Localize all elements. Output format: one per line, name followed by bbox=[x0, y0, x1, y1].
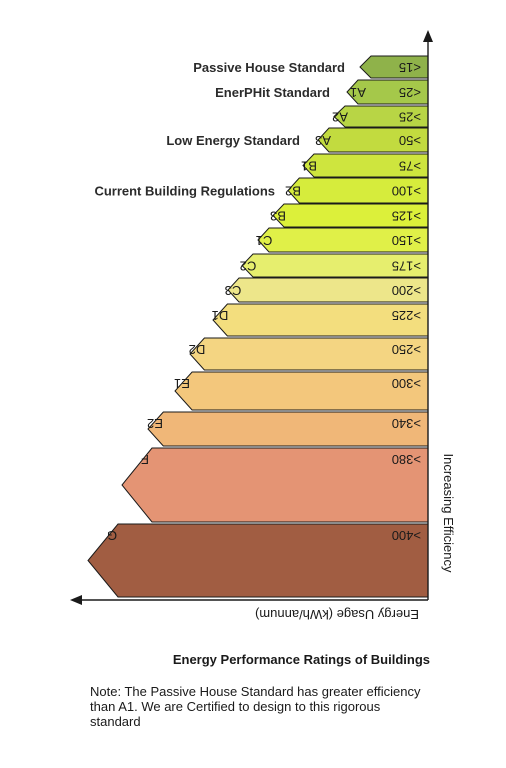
rating-band: >100 B2 bbox=[285, 177, 429, 204]
band-value: >250 bbox=[392, 342, 421, 357]
rating-bands: <15 <25 A1 >25 A2 >50 A3 >75 B1 >100 B2 >125 B3 >150 C… bbox=[87, 55, 429, 598]
y-axis-label: Increasing Efficiency bbox=[441, 454, 456, 573]
standard-labels: Passive House Standard EnerPHit Standard L… bbox=[94, 60, 345, 199]
standard-label: Low Energy Standard bbox=[166, 133, 300, 148]
rating-band-shape bbox=[147, 411, 429, 447]
band-grade: E2 bbox=[147, 416, 163, 431]
x-axis-label: Energy Usage (kWh/annum) bbox=[255, 607, 419, 622]
vertical-axis-arrowhead bbox=[423, 30, 433, 42]
rating-band: >50 A3 bbox=[315, 127, 429, 153]
rating-band: <25 A1 bbox=[346, 79, 429, 105]
rating-band-shape bbox=[121, 447, 429, 523]
band-grade: B3 bbox=[270, 209, 286, 224]
band-value: >225 bbox=[392, 308, 421, 323]
band-value: <15 bbox=[399, 60, 421, 75]
rating-band: >225 D1 bbox=[212, 303, 429, 337]
rating-band: >250 D2 bbox=[189, 337, 429, 371]
band-value: >100 bbox=[392, 184, 421, 199]
band-value: >150 bbox=[392, 233, 421, 248]
rating-band: >340 E2 bbox=[147, 411, 429, 447]
standard-label: Current Building Regulations bbox=[94, 184, 275, 199]
band-grade: D2 bbox=[189, 342, 206, 357]
rating-band: >75 B1 bbox=[301, 153, 429, 178]
band-value: <25 bbox=[399, 85, 421, 100]
band-grade: A2 bbox=[332, 110, 348, 125]
band-value: >340 bbox=[392, 416, 421, 431]
rating-band: >380 F bbox=[121, 447, 429, 523]
rating-band: <15 bbox=[359, 55, 429, 79]
band-value: >400 bbox=[392, 528, 421, 543]
band-grade: B1 bbox=[301, 159, 317, 174]
band-value: >175 bbox=[392, 259, 421, 274]
standard-label: Passive House Standard bbox=[193, 60, 345, 75]
rating-band: >400 G bbox=[87, 523, 429, 598]
band-grade: C2 bbox=[240, 259, 257, 274]
rating-band: >175 C2 bbox=[240, 253, 429, 278]
band-value: >125 bbox=[392, 209, 421, 224]
band-grade: B2 bbox=[285, 184, 301, 199]
rating-band: >125 B3 bbox=[270, 203, 429, 228]
horizontal-axis-arrowhead bbox=[70, 595, 82, 605]
band-grade: A1 bbox=[350, 85, 366, 100]
rating-band: >25 A2 bbox=[332, 105, 429, 128]
band-grade: F bbox=[141, 452, 149, 467]
caption-note: Note: The Passive House Standard has gre… bbox=[90, 684, 421, 729]
band-value: >25 bbox=[399, 110, 421, 125]
rating-band: >200 C3 bbox=[225, 277, 429, 303]
rating-band: >150 C1 bbox=[256, 227, 429, 253]
band-grade: G bbox=[107, 528, 117, 543]
band-grade: C3 bbox=[225, 283, 242, 298]
energy-rating-diagram: <15 <25 A1 >25 A2 >50 A3 >75 B1 >100 B2 >125 B3 >150 C… bbox=[70, 30, 456, 622]
rating-band: >300 E1 bbox=[174, 371, 429, 411]
band-value: >50 bbox=[399, 133, 421, 148]
band-grade: A3 bbox=[315, 133, 331, 148]
caption-title: Energy Performance Ratings of Buildings bbox=[172, 652, 430, 667]
band-value: >200 bbox=[392, 283, 421, 298]
band-value: >75 bbox=[399, 159, 421, 174]
rating-band-shape bbox=[87, 523, 429, 598]
rating-band-shape bbox=[174, 371, 429, 411]
band-value: >300 bbox=[392, 376, 421, 391]
band-value: >380 bbox=[392, 452, 421, 467]
band-grade: C1 bbox=[256, 233, 273, 248]
band-grade: D1 bbox=[212, 308, 229, 323]
band-grade: E1 bbox=[174, 376, 190, 391]
standard-label: EnerPHit Standard bbox=[215, 85, 330, 100]
